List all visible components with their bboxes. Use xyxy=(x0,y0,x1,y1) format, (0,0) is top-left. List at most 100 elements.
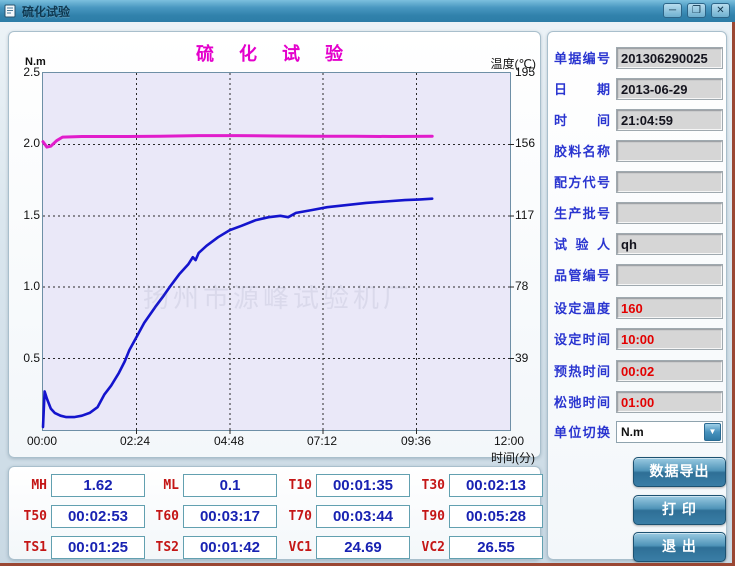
result-ts1: TS1 00:01:25 xyxy=(19,536,145,559)
right-tick: 78 xyxy=(515,279,529,293)
result-value: 00:01:25 xyxy=(51,536,145,559)
result-t50: T50 00:02:53 xyxy=(19,505,145,528)
left-tick: 1.0 xyxy=(23,279,40,293)
right-tick: 117 xyxy=(515,208,535,222)
left-axis-unit: N.m xyxy=(25,56,46,68)
relax-time-field[interactable]: 01:00 xyxy=(616,391,723,413)
result-mh: MH 1.62 xyxy=(19,474,145,497)
form-row-docno: 单据编号 201306290025 xyxy=(548,47,726,71)
form-row-formula: 配方代号 xyxy=(548,171,726,195)
field-label: 时间 xyxy=(554,113,610,128)
right-tick: 39 xyxy=(515,351,529,365)
result-value: 0.1 xyxy=(183,474,277,497)
x-tick: 02:24 xyxy=(119,434,151,448)
form-row-qcno: 品管编号 xyxy=(548,264,726,288)
result-value: 00:01:35 xyxy=(316,474,410,497)
left-tick: 2.5 xyxy=(23,65,40,79)
qc-no-field[interactable] xyxy=(616,264,723,286)
form-row-time: 时间 21:04:59 xyxy=(548,109,726,133)
right-tick: 195 xyxy=(515,65,536,79)
result-ml: ML 0.1 xyxy=(151,474,277,497)
left-tick: 2.0 xyxy=(23,136,40,150)
form-row-unit: 单位切换 N.m ▼ xyxy=(548,421,726,445)
result-label: MH xyxy=(31,478,47,493)
result-value: 26.55 xyxy=(449,536,543,559)
tester-field[interactable]: qh xyxy=(616,233,723,255)
date-field[interactable]: 2013-06-29 xyxy=(616,78,723,100)
result-label: VC1 xyxy=(288,540,312,555)
window-edge-right xyxy=(732,22,735,566)
form-row-date: 日期 2013-06-29 xyxy=(548,78,726,102)
maximize-button[interactable]: ❐ xyxy=(687,3,706,18)
window-edge-bottom xyxy=(0,563,735,566)
result-label: T60 xyxy=(155,509,179,524)
exit-button[interactable]: 退 出 xyxy=(633,532,726,562)
set-temp-field[interactable]: 160 xyxy=(616,297,723,319)
field-label: 松弛时间 xyxy=(554,395,610,410)
form-row-relax: 松弛时间 01:00 xyxy=(548,391,726,415)
form-row-preheat: 预热时间 00:02 xyxy=(548,360,726,384)
docno-field[interactable]: 201306290025 xyxy=(616,47,723,69)
result-value: 00:05:28 xyxy=(449,505,543,528)
result-label: ML xyxy=(163,478,179,493)
field-label: 日期 xyxy=(554,82,610,97)
field-label: 品管编号 xyxy=(554,268,610,283)
result-label: T30 xyxy=(421,478,445,493)
result-label: TS2 xyxy=(155,540,179,555)
result-t70: T70 00:03:44 xyxy=(284,505,410,528)
result-value: 00:02:53 xyxy=(51,505,145,528)
field-label: 设定温度 xyxy=(554,301,610,316)
left-tick: 1.5 xyxy=(23,208,40,222)
field-label: 单据编号 xyxy=(554,51,610,66)
field-label: 预热时间 xyxy=(554,364,610,379)
field-label: 设定时间 xyxy=(554,332,610,347)
chart-title: 硫 化 试 验 xyxy=(195,44,353,64)
preheat-time-field[interactable]: 00:02 xyxy=(616,360,723,382)
x-tick: 00:00 xyxy=(26,434,58,448)
result-label: TS1 xyxy=(23,540,47,555)
chevron-down-icon[interactable]: ▼ xyxy=(704,423,721,441)
form-panel: 单据编号 201306290025 日期 2013-06-29 时间 21:04:59… xyxy=(547,31,727,562)
x-tick: 09:36 xyxy=(400,434,432,448)
chart-panel: 硫 化 试 验 N.m 温度(℃) 2.5 2.0 1.5 1.0 0.5 19… xyxy=(8,31,541,465)
result-vc2: VC2 26.55 xyxy=(417,536,543,559)
x-axis-title: 时间(分) xyxy=(491,451,535,465)
field-label: 配方代号 xyxy=(554,175,610,190)
print-button[interactable]: 打 印 xyxy=(633,495,726,525)
field-label: 试验人 xyxy=(554,237,610,252)
field-label: 生产批号 xyxy=(554,206,610,221)
result-vc1: VC1 24.69 xyxy=(284,536,410,559)
results-panel: MH 1.62 ML 0.1 T10 00:01:35 T30 00:02:13 T50… xyxy=(8,466,543,560)
result-value: 1.62 xyxy=(51,474,145,497)
batch-no-field[interactable] xyxy=(616,202,723,224)
result-label: T90 xyxy=(421,509,445,524)
compound-name-field[interactable] xyxy=(616,140,723,162)
window-title: 硫化试验 xyxy=(22,4,71,19)
unit-switch-dropdown[interactable]: N.m ▼ xyxy=(616,421,723,443)
result-ts2: TS2 00:01:42 xyxy=(151,536,277,559)
minimize-button[interactable]: ─ xyxy=(663,3,682,18)
result-label: T10 xyxy=(288,478,312,493)
export-data-button[interactable]: 数据导出 xyxy=(633,457,726,487)
time-field[interactable]: 21:04:59 xyxy=(616,109,723,131)
result-value: 00:03:44 xyxy=(316,505,410,528)
form-row-compound: 胶料名称 xyxy=(548,140,726,164)
result-value: 00:03:17 xyxy=(183,505,277,528)
left-tick: 0.5 xyxy=(23,351,40,365)
window-controls: ─ ❐ ✕ xyxy=(663,3,730,18)
result-value: 00:02:13 xyxy=(449,474,543,497)
result-label: T70 xyxy=(288,509,312,524)
form-row-tester: 试验人 qh xyxy=(548,233,726,257)
field-label: 单位切换 xyxy=(554,425,610,440)
result-t60: T60 00:03:17 xyxy=(151,505,277,528)
unit-switch-value: N.m xyxy=(621,425,644,439)
set-time-field[interactable]: 10:00 xyxy=(616,328,723,350)
x-tick: 07:12 xyxy=(306,434,338,448)
result-label: VC2 xyxy=(421,540,445,555)
formula-code-field[interactable] xyxy=(616,171,723,193)
result-value: 24.69 xyxy=(316,536,410,559)
result-value: 00:01:42 xyxy=(183,536,277,559)
result-t90: T90 00:05:28 xyxy=(417,505,543,528)
close-button[interactable]: ✕ xyxy=(711,3,730,18)
form-row-batch: 生产批号 xyxy=(548,202,726,226)
